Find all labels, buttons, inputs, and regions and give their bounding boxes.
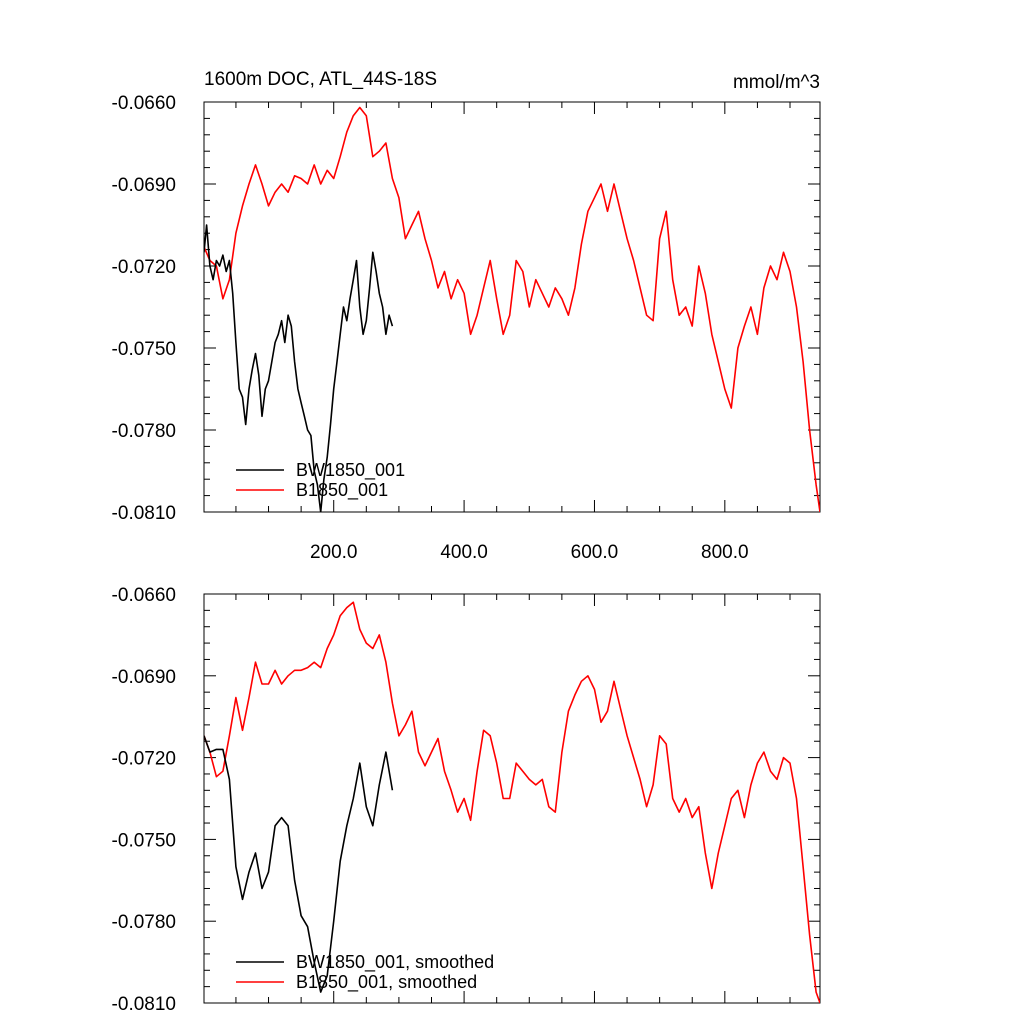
y-tick-label: -0.0780 — [112, 421, 176, 442]
y-tick-label: -0.0810 — [112, 994, 176, 1015]
chart-title: 1600m DOC, ATL_44S-18S — [204, 69, 437, 90]
plot-area-top: -0.0660 -0.0690 -0.0720 -0.0750 -0.0780 -0.08… — [112, 93, 821, 563]
chart-panel-top: 1600m DOC, ATL_44S-18S mmol/m^3 -0.0660-… — [112, 69, 821, 563]
legend-label: B1850_001 — [296, 480, 388, 501]
x-tick-label: 600.0 — [571, 542, 619, 563]
x-tick-label: 800.0 — [701, 542, 749, 563]
series-line-1 — [204, 601, 820, 1003]
series-line-0 — [204, 224, 394, 512]
plot-frame — [203, 101, 821, 513]
y-tick-label: -0.0660 — [112, 585, 176, 606]
series-line-0 — [204, 735, 394, 993]
x-tick-label: 400.0 — [440, 542, 488, 563]
chart-panel-bottom: -0.0660 -0.0690 -0.0720 -0.0750 -0.0780 -0.08… — [112, 585, 821, 1015]
y-tick-label: -0.0690 — [112, 667, 176, 688]
y-tick-label: -0.0750 — [112, 339, 176, 360]
legend-label: B1850_001, smoothed — [296, 972, 477, 993]
y-tick-label: -0.0780 — [112, 912, 176, 933]
plot-area-bottom: -0.0660 -0.0690 -0.0720 -0.0750 -0.0780 -0.08… — [112, 585, 821, 1015]
plot-frame — [203, 593, 821, 1004]
legend-label: BW1850_001 — [296, 460, 405, 481]
series-line-1 — [204, 106, 820, 512]
legend-label: BW1850_001, smoothed — [296, 952, 494, 973]
y-tick-label: -0.0750 — [112, 830, 176, 851]
y-tick-label: -0.0810 — [112, 503, 176, 524]
x-tick-label: 200.0 — [310, 542, 358, 563]
y-tick-label: -0.0690 — [112, 175, 176, 196]
y-tick-label: -0.0720 — [112, 257, 176, 278]
y-tick-label: -0.0660 — [112, 93, 176, 114]
chart-units-label: mmol/m^3 — [733, 72, 820, 93]
y-tick-label: -0.0720 — [112, 749, 176, 770]
